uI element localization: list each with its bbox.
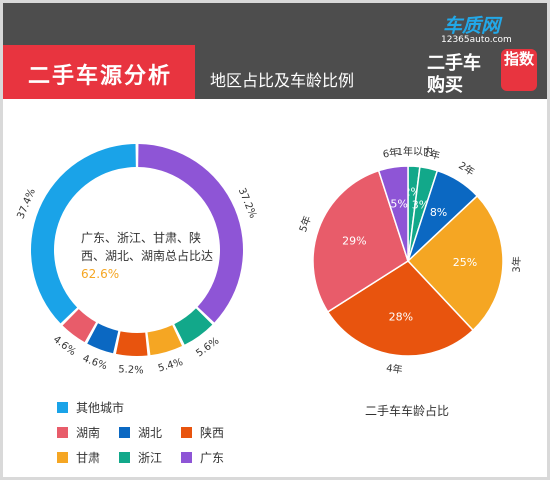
legend-item-3: 陕西 <box>181 424 224 441</box>
donut-segment-3 <box>115 331 148 356</box>
donut-label-6: 37.4% <box>16 187 38 221</box>
pie-name-label-3: 3年 <box>510 256 524 273</box>
pie-name-label-5: 5年 <box>296 214 314 234</box>
pie-value-label-2: 8% <box>430 206 447 219</box>
title-tab: 二手车源分析 <box>3 45 195 99</box>
legend-swatch-1 <box>57 427 68 438</box>
logo-line2: 购买 <box>427 75 463 96</box>
pie-caption: 二手车车龄占比 <box>365 404 450 418</box>
legend-item-4: 甘肃 <box>57 449 100 466</box>
legend-swatch-5 <box>119 452 130 463</box>
pie-name-label-0: 1年以内 <box>397 145 433 158</box>
legend-label-0: 其他城市 <box>76 401 125 415</box>
legend-item-6: 广东 <box>181 449 224 466</box>
donut-label-5: 4.6% <box>51 334 78 358</box>
page-title: 二手车源分析 <box>28 64 173 89</box>
donut-center-text: 广东、浙江、甘肃、陕西、湖北、湖南总占比达 <box>81 231 214 263</box>
legend-label-6: 广东 <box>200 451 225 465</box>
donut-center-value: 62.6% <box>81 267 120 281</box>
logo-domain: 12365auto.com <box>441 35 512 45</box>
infographic-card: 二手车源分析 地区占比及车龄比例 车质网 12365auto.com 二手车 购… <box>3 3 547 477</box>
logo-line1: 二手车 <box>427 53 481 74</box>
pie-slice-3 <box>406 194 504 332</box>
legend-item-2: 湖北 <box>119 424 162 441</box>
donut-segment-2 <box>147 325 182 356</box>
legend-swatch-2 <box>119 427 130 438</box>
pie-value-label-5: 29% <box>342 235 366 248</box>
legend-label-5: 浙江 <box>138 451 163 465</box>
donut-label-4: 4.6% <box>81 353 109 372</box>
brand-logo: 车质网 12365auto.com 二手车 购买 指数 <box>413 11 541 96</box>
legend-label-1: 湖南 <box>76 426 101 440</box>
pie-value-label-4: 28% <box>389 311 413 324</box>
donut-label-3: 5.2% <box>118 364 144 376</box>
pie-slice-5 <box>312 169 409 313</box>
pie-value-label-3: 25% <box>453 256 477 269</box>
donut-center-note: 广东、浙江、甘肃、陕西、湖北、湖南总占比达 62.6% <box>81 229 215 283</box>
donut-segment-0 <box>138 144 244 323</box>
legend-swatch-4 <box>57 452 68 463</box>
donut-segment-5 <box>62 309 97 343</box>
page-subtitle: 地区占比及车龄比例 <box>210 71 355 90</box>
legend-swatch-0 <box>57 402 68 413</box>
pie-name-label-6: 6年 <box>382 145 400 160</box>
legend-item-0: 其他城市 <box>57 399 124 416</box>
pie-slice-6 <box>377 165 409 262</box>
legend-swatch-6 <box>181 452 192 463</box>
logo-brand: 车质网 <box>443 15 501 37</box>
legend-item-5: 浙江 <box>119 449 162 466</box>
legend-item-1: 湖南 <box>57 424 100 441</box>
donut-segment-4 <box>87 323 119 354</box>
legend-swatch-3 <box>181 427 192 438</box>
pie-name-label-4: 4年 <box>385 361 403 376</box>
pie-slice-4 <box>326 260 475 357</box>
donut-label-0: 37.2% <box>236 186 259 220</box>
pie-name-label-2: 2年 <box>456 159 477 179</box>
logo-seal: 指数 <box>501 49 537 91</box>
legend-label-3: 陕西 <box>200 426 225 440</box>
donut-label-1: 5.6% <box>194 336 221 360</box>
legend-label-2: 湖北 <box>138 426 163 440</box>
donut-label-2: 5.4% <box>157 357 184 375</box>
donut-segment-1 <box>174 308 213 345</box>
pie-value-label-6: 5% <box>390 198 407 211</box>
charts-canvas: 37.2%5.6%5.4%5.2%4.6%4.6%37.4% 2%1年以内3%1年… <box>16 144 524 376</box>
pie-name-label-1: 1年 <box>422 146 441 162</box>
donut-segment-6 <box>31 144 136 324</box>
legend-label-4: 甘肃 <box>76 451 101 465</box>
